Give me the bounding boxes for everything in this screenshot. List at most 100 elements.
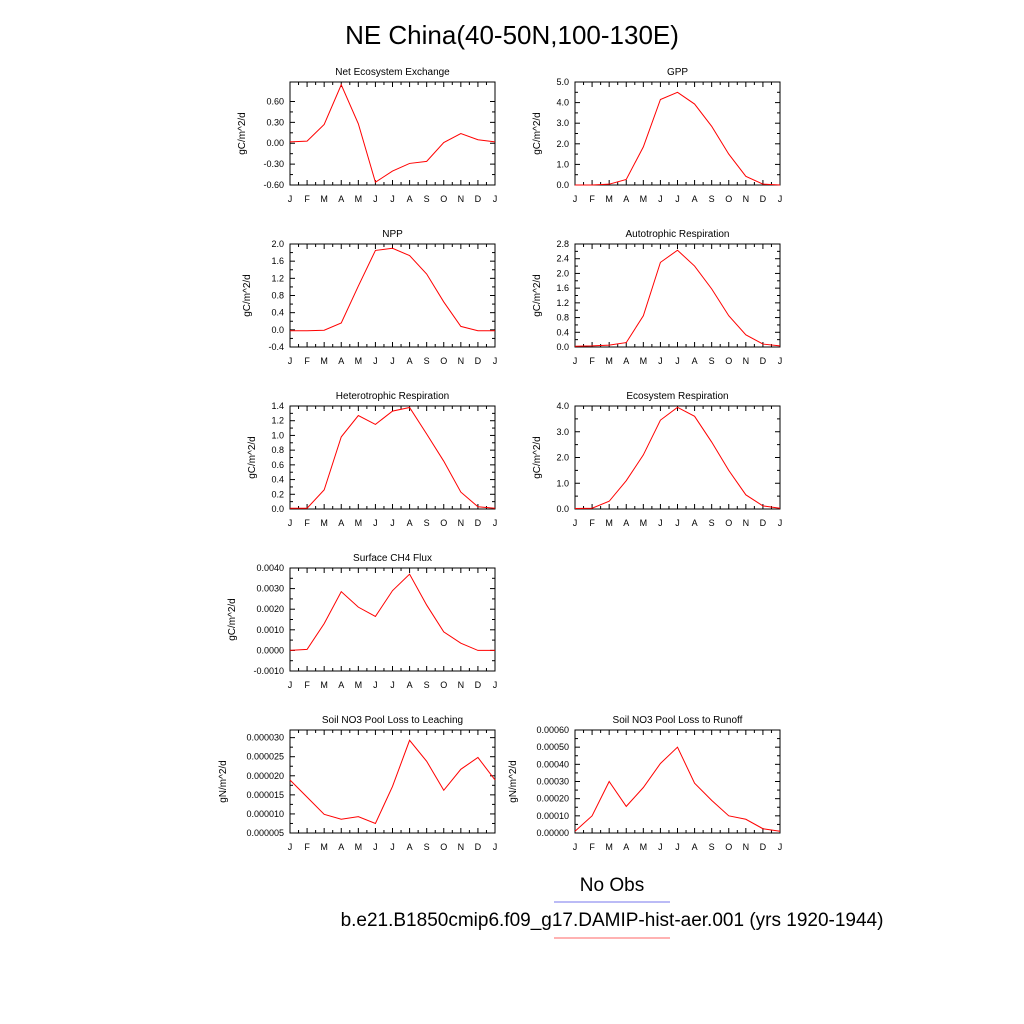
y-tick-label: 0.00030	[536, 777, 569, 787]
y-tick-label: 1.2	[271, 416, 284, 426]
x-tick-label: A	[338, 842, 344, 852]
y-tick-label: 2.0	[271, 239, 284, 249]
x-tick-label: D	[475, 194, 482, 204]
y-tick-label: 4.0	[556, 401, 569, 411]
y-tick-label: 0.000030	[246, 733, 284, 743]
x-tick-label: A	[623, 194, 629, 204]
x-tick-label: J	[390, 680, 395, 690]
y-axis-label: gC/m^2/d	[227, 598, 238, 641]
x-tick-label: A	[692, 518, 698, 528]
x-tick-label: J	[658, 518, 663, 528]
x-tick-label: O	[440, 356, 447, 366]
series-line	[290, 406, 496, 509]
y-tick-label: 4.0	[556, 98, 569, 108]
x-tick-label: J	[675, 194, 680, 204]
y-axis-label: gC/m^2/d	[532, 274, 543, 317]
y-tick-label: 0.0	[271, 325, 284, 335]
series-line	[574, 746, 781, 832]
legend-label-obs: No Obs	[580, 875, 644, 896]
y-tick-label: 2.0	[556, 139, 569, 149]
x-tick-label: N	[743, 842, 750, 852]
y-tick-label: 0.8	[556, 313, 569, 323]
plot-frame	[574, 81, 781, 186]
x-tick-label: J	[573, 518, 578, 528]
x-tick-label: A	[407, 680, 413, 690]
x-tick-label: A	[692, 356, 698, 366]
x-tick-label: J	[288, 356, 293, 366]
y-tick-label: 2.4	[556, 254, 569, 264]
x-tick-label: J	[493, 194, 498, 204]
x-tick-label: A	[692, 842, 698, 852]
panel-title: Soil NO3 Pool Loss to Runoff	[613, 715, 743, 726]
x-tick-label: F	[589, 518, 595, 528]
series-line	[289, 83, 496, 184]
x-tick-label: S	[709, 518, 715, 528]
x-tick-label: A	[407, 842, 413, 852]
x-tick-label: J	[778, 194, 783, 204]
y-tick-label: 0.60	[266, 96, 284, 106]
x-tick-label: J	[675, 842, 680, 852]
x-tick-label: O	[725, 356, 732, 366]
y-tick-label: -0.4	[268, 342, 284, 352]
x-tick-label: M	[355, 842, 363, 852]
x-tick-label: S	[424, 842, 430, 852]
x-tick-label: D	[475, 356, 482, 366]
series-line	[574, 406, 781, 509]
y-tick-label: 1.0	[271, 430, 284, 440]
y-tick-label: 1.2	[556, 298, 569, 308]
y-tick-label: 0.00060	[536, 725, 569, 735]
plot-frame	[289, 243, 496, 348]
x-tick-label: J	[658, 194, 663, 204]
y-tick-label: 0.2	[271, 489, 284, 499]
y-tick-label: 1.6	[556, 283, 569, 293]
series-line	[290, 247, 495, 332]
x-tick-label: J	[288, 680, 293, 690]
x-tick-label: M	[320, 518, 328, 528]
x-tick-label: F	[589, 356, 595, 366]
x-tick-label: J	[493, 842, 498, 852]
panel-title: Heterotrophic Respiration	[336, 391, 449, 402]
y-tick-label: -0.30	[263, 159, 284, 169]
x-tick-label: O	[440, 842, 447, 852]
x-tick-label: J	[658, 356, 663, 366]
y-tick-label: 2.8	[556, 239, 569, 249]
x-tick-label: M	[355, 356, 363, 366]
x-tick-label: M	[355, 194, 363, 204]
x-tick-label: D	[475, 518, 482, 528]
x-tick-label: N	[458, 680, 465, 690]
plot-frame	[574, 243, 781, 348]
panel-title: GPP	[667, 67, 688, 78]
y-tick-label: 0.8	[271, 291, 284, 301]
x-tick-label: A	[338, 518, 344, 528]
y-axis-label: gC/m^2/d	[532, 436, 543, 479]
plot-frame	[574, 405, 781, 510]
x-tick-label: A	[338, 680, 344, 690]
y-axis-label: gC/m^2/d	[247, 436, 258, 479]
x-tick-label: M	[640, 518, 648, 528]
y-axis-label: gC/m^2/d	[532, 112, 543, 155]
x-tick-label: M	[320, 194, 328, 204]
y-tick-label: 0.000005	[246, 828, 284, 838]
x-tick-label: J	[373, 356, 378, 366]
x-tick-label: J	[573, 842, 578, 852]
y-tick-label: 0.000025	[246, 752, 284, 762]
panel-title: Autotrophic Respiration	[626, 229, 730, 240]
y-tick-label: 0.00040	[536, 759, 569, 769]
y-tick-label: 0.0	[271, 504, 284, 514]
y-tick-label: 1.0	[556, 478, 569, 488]
x-tick-label: S	[709, 194, 715, 204]
x-tick-label: J	[778, 842, 783, 852]
x-tick-label: A	[623, 518, 629, 528]
x-tick-label: O	[440, 680, 447, 690]
x-tick-label: D	[475, 680, 482, 690]
y-tick-label: 2.0	[556, 453, 569, 463]
y-tick-label: 0.0040	[256, 563, 284, 573]
panel-title: Surface CH4 Flux	[353, 553, 432, 564]
x-tick-label: M	[605, 842, 613, 852]
y-tick-label: 0.0	[556, 504, 569, 514]
